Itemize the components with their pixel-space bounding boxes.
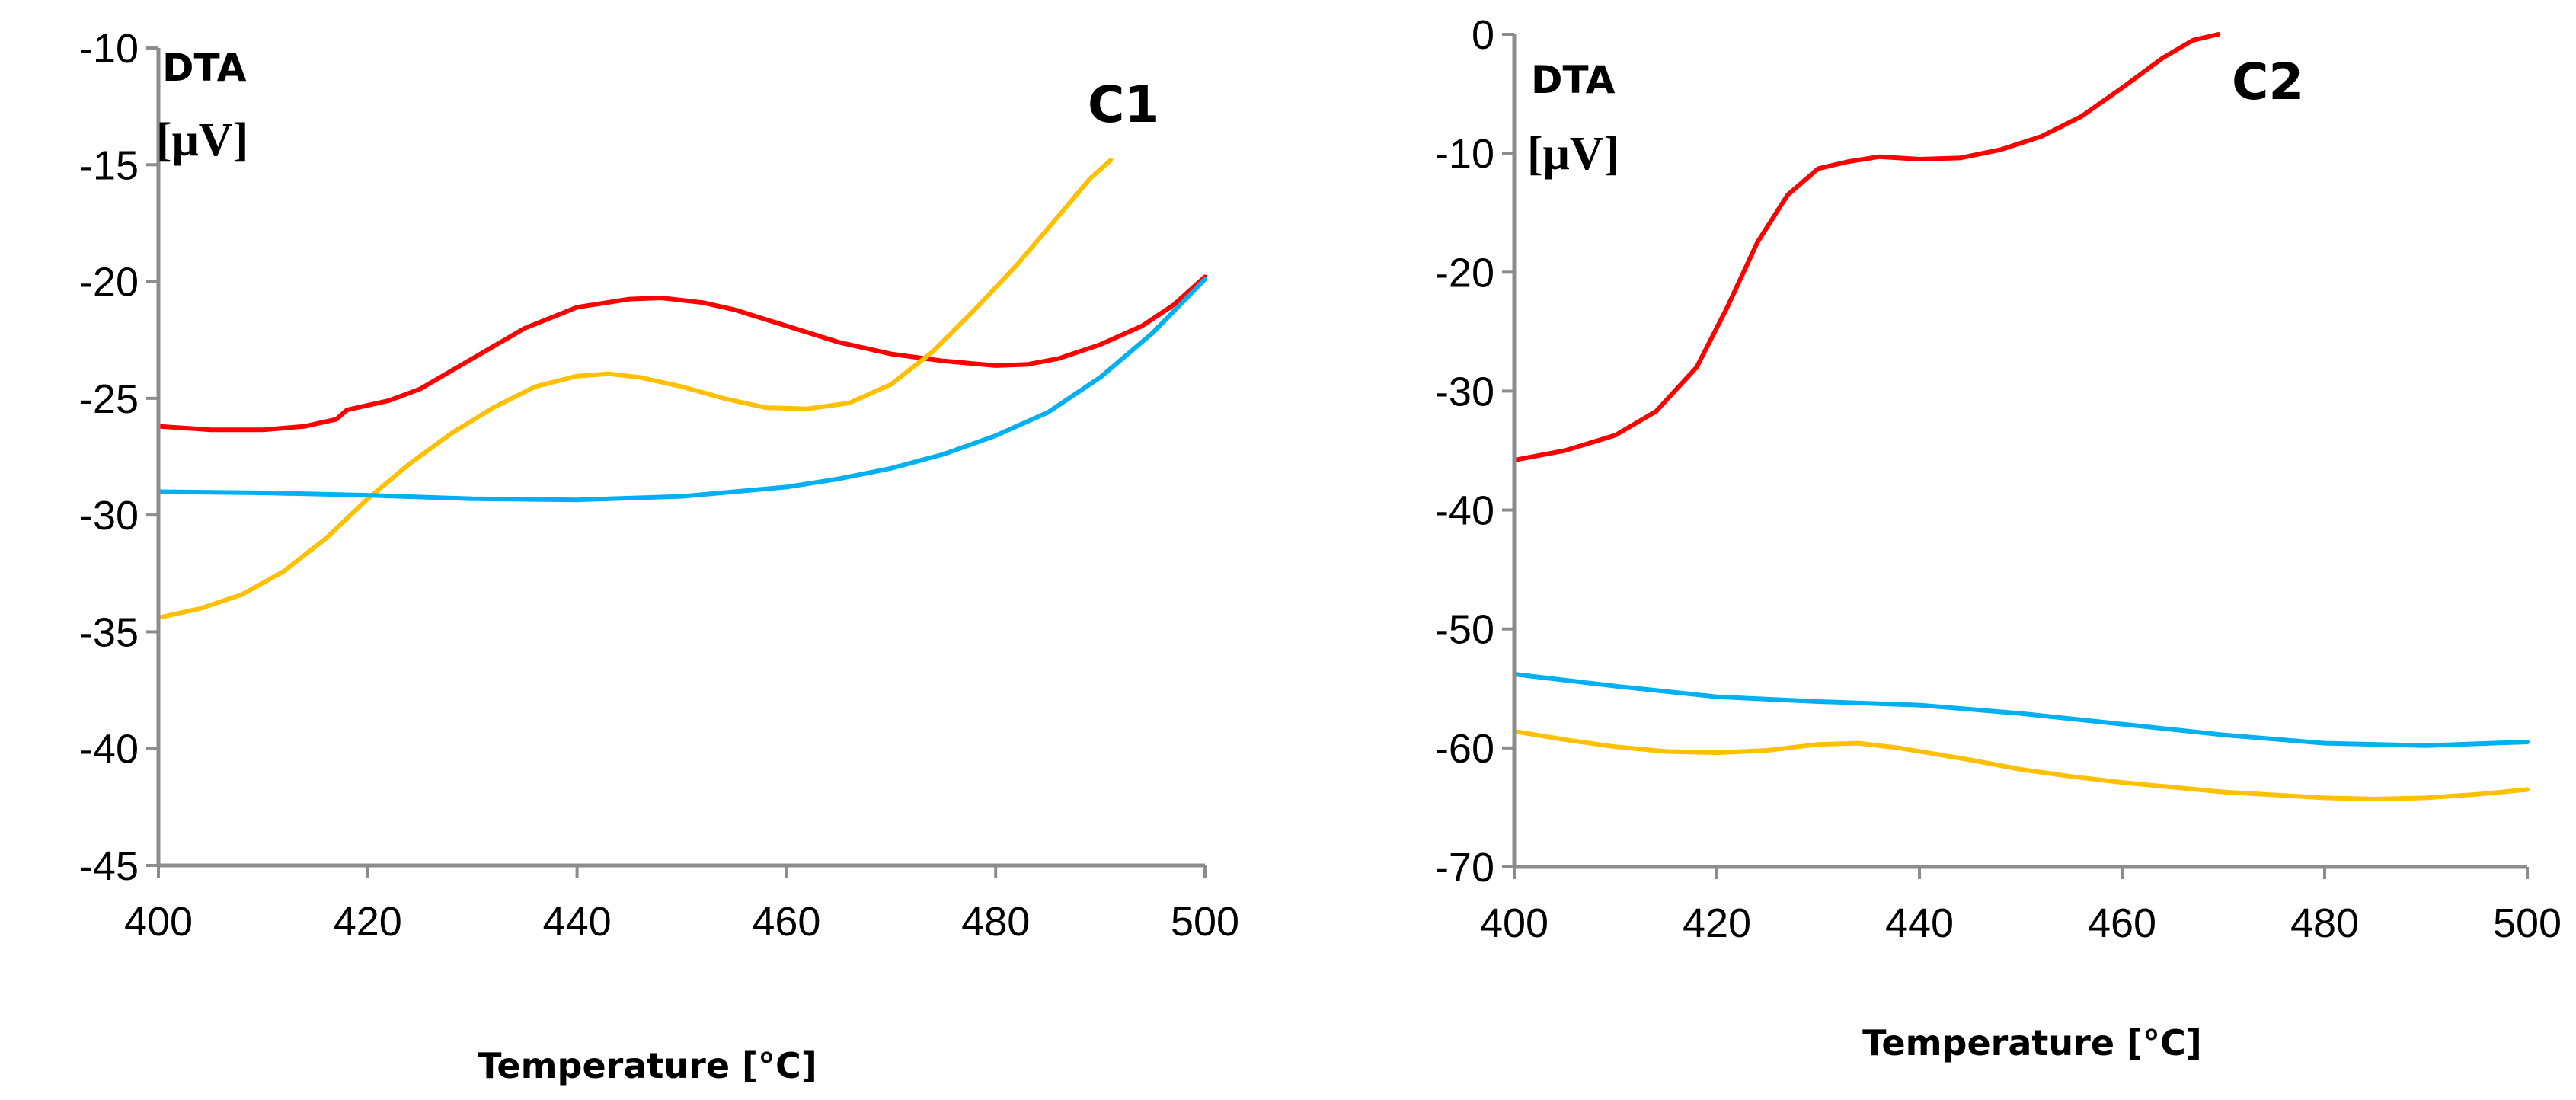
- c1-x-tick-label: 440: [543, 899, 612, 945]
- c2-y-tick-label: -60: [1435, 726, 1494, 772]
- c1-y-tick-label: -25: [79, 376, 139, 422]
- c2-x-tick-label: 420: [1683, 900, 1751, 946]
- c2-series-yellow: [1514, 729, 2530, 801]
- c1-series-red: [158, 274, 1207, 433]
- c1-x-tick-label: 480: [961, 899, 1030, 945]
- c2-series-red: [1514, 32, 2221, 462]
- c2-y-tick-label: -10: [1435, 131, 1494, 177]
- c1-plot-area: -10 -15 -20 -25 -30 -35 -40 -45 400 420 440 460 480 5…: [79, 26, 1239, 945]
- c2-x-tick-label: 500: [2493, 900, 2562, 946]
- c2-x-tick-label: 400: [1480, 900, 1548, 946]
- c2-x-tick-label: 440: [1885, 900, 1954, 946]
- c2-y-tick-label: 0: [1472, 12, 1494, 58]
- c1-x-tick-label: 500: [1171, 899, 1239, 945]
- c2-y-tick-label: -30: [1435, 369, 1494, 414]
- c1-y-tick-label: -40: [79, 727, 139, 772]
- c1-y-tick-label: -15: [79, 142, 139, 188]
- c1-y-tick-label: -35: [79, 609, 139, 655]
- c2-y-axis-label: DTA: [1531, 58, 1616, 102]
- c1-x-tick-label: 460: [752, 899, 820, 945]
- c2-x-tick-label: 460: [2088, 900, 2156, 946]
- c2-chart-title: C2: [2232, 53, 2303, 111]
- c2-y-tick-label: -70: [1435, 845, 1494, 891]
- c2-x-tick-label: 480: [2290, 900, 2359, 946]
- c1-y-tick-label: -20: [79, 260, 139, 305]
- chart-c2: 0 -10 -20 -30 -40 -50 -60 -70 400 420 440 460 480 500…: [1435, 12, 2562, 1063]
- c1-y-axis-unit: [μV]: [156, 114, 248, 166]
- c1-chart-title: C1: [1088, 75, 1159, 134]
- c1-y-axis-label: DTA: [162, 46, 247, 90]
- c2-x-axis-label: Temperature [°C]: [1862, 1022, 2202, 1063]
- c1-x-tick-label: 400: [124, 899, 193, 945]
- c1-y-tick-label: -10: [79, 26, 139, 72]
- c1-y-tick-label: -30: [79, 493, 139, 539]
- c2-y-tick-label: -20: [1435, 250, 1494, 296]
- c2-series-blue: [1514, 672, 2530, 748]
- c1-series-blue: [158, 277, 1207, 503]
- c1-x-axis-label: Temperature [°C]: [478, 1045, 817, 1086]
- c2-plot-area: 0 -10 -20 -30 -40 -50 -60 -70 400 420 440 460 480 500: [1435, 12, 2562, 946]
- c2-y-tick-label: -40: [1435, 488, 1494, 534]
- c2-y-tick-label: -50: [1435, 607, 1494, 653]
- c1-y-tick-label: -45: [79, 843, 139, 889]
- c2-y-axis-unit: [μV]: [1527, 128, 1619, 180]
- c1-series-yellow: [158, 158, 1114, 620]
- chart-c1: -10 -15 -20 -25 -30 -35 -40 -45 400 420 440 460 480 5…: [79, 26, 1239, 1086]
- c1-x-tick-label: 420: [334, 899, 402, 945]
